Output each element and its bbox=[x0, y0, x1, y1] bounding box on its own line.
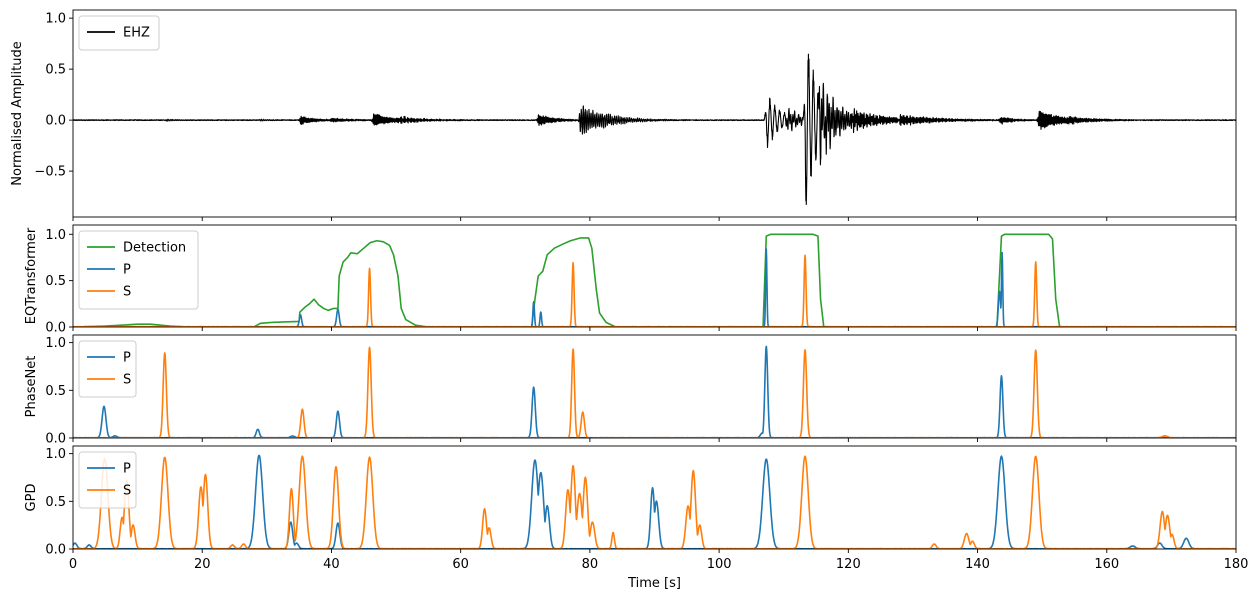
legend-entry-s: S bbox=[123, 484, 131, 499]
legend-entry-ehz: EHZ bbox=[123, 26, 150, 41]
axes-frame bbox=[72, 9, 1237, 218]
y-tick-label: 0.0 bbox=[45, 543, 66, 558]
series-line-detection bbox=[73, 233, 1236, 327]
legend-entry-p: P bbox=[123, 351, 131, 366]
legend-frame bbox=[78, 451, 137, 509]
x-tick-label: 80 bbox=[582, 557, 599, 572]
series-line-p bbox=[73, 248, 1236, 327]
series-line-s bbox=[73, 254, 1236, 327]
panel-eqtransformer: 0.0 0.5 1.0 EQTransformer Detection PS bbox=[24, 224, 1237, 336]
y-tick-label: 1.0 bbox=[45, 228, 66, 243]
y-axis-label: Normalised Amplitude bbox=[10, 41, 25, 185]
panel-waveform: −0.5 0.0 0.5 1.0 Normalised Amplitude EHZ bbox=[10, 9, 1237, 221]
axes-frame bbox=[72, 334, 1237, 439]
y-tick-label: 0.5 bbox=[45, 274, 66, 289]
series-line-p bbox=[73, 454, 1236, 549]
x-tick-label: 60 bbox=[452, 557, 469, 572]
legend-entry-p: P bbox=[123, 263, 131, 278]
legend: EHZ bbox=[78, 15, 160, 51]
panel-phasenet: 0.0 0.5 1.0 PhaseNet PS bbox=[24, 334, 1237, 447]
y-axis-label: GPD bbox=[24, 484, 39, 512]
x-tick-label: 120 bbox=[836, 557, 861, 572]
legend-frame bbox=[78, 340, 137, 398]
y-axis-label: PhaseNet bbox=[24, 356, 39, 418]
x-tick-label: 0 bbox=[69, 557, 77, 572]
y-tick-label: 0.0 bbox=[45, 432, 66, 447]
series-line-p bbox=[73, 345, 1236, 438]
legend: Detection PS bbox=[78, 230, 199, 310]
legend: PS bbox=[78, 451, 137, 509]
x-tick-label: 20 bbox=[194, 557, 211, 572]
y-axis-label: EQTransformer bbox=[24, 227, 39, 324]
y-tick-label: 0.5 bbox=[45, 384, 66, 399]
legend-frame bbox=[78, 15, 160, 51]
y-tick-label: 0.5 bbox=[45, 63, 66, 78]
x-tick-label: 40 bbox=[323, 557, 340, 572]
panel-gpd: 0.0 0.5 1.0 0 20 40 60 80 100 120 140 160 180 GPD Time… bbox=[24, 445, 1249, 591]
legend-entry-s: S bbox=[123, 373, 131, 388]
series-line-ehz bbox=[73, 53, 1236, 206]
y-tick-label: 1.0 bbox=[45, 12, 66, 27]
y-tick-label: 0.0 bbox=[45, 321, 66, 336]
y-tick-label: 0.5 bbox=[45, 495, 66, 510]
x-tick-label: 180 bbox=[1224, 557, 1249, 572]
axes-frame bbox=[72, 224, 1237, 328]
x-axis-label: Time [s] bbox=[627, 576, 681, 591]
y-tick-label: 1.0 bbox=[45, 336, 66, 351]
legend-entry-s: S bbox=[123, 285, 131, 300]
y-tick-label: 0.0 bbox=[45, 114, 66, 129]
y-tick-label: 1.0 bbox=[45, 447, 66, 462]
legend: PS bbox=[78, 340, 137, 398]
axes-frame bbox=[72, 445, 1237, 550]
legend-entry-detection: Detection bbox=[123, 241, 186, 256]
x-tick-label: 140 bbox=[965, 557, 990, 572]
legend-frame bbox=[78, 230, 199, 310]
x-tick-label: 100 bbox=[707, 557, 732, 572]
x-tick-label: 160 bbox=[1094, 557, 1119, 572]
y-tick-label: −0.5 bbox=[34, 165, 66, 180]
series-line-s bbox=[73, 346, 1236, 438]
legend-entry-p: P bbox=[123, 462, 131, 477]
